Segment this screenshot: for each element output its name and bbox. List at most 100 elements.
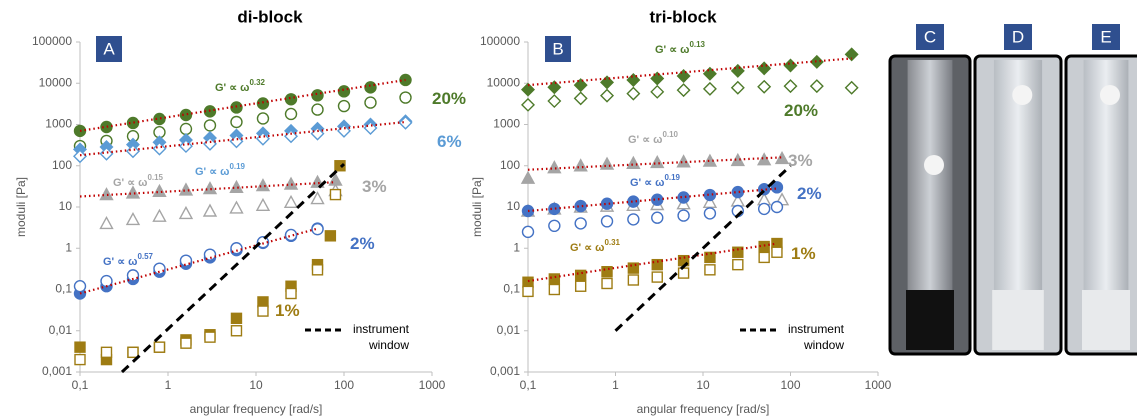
photo-label-box — [1092, 24, 1120, 50]
x-tick-label: 1 — [612, 378, 619, 392]
marker — [179, 122, 193, 136]
y-tick-label: 0,001 — [42, 364, 72, 378]
marker — [757, 79, 772, 94]
marker — [256, 97, 270, 110]
marker — [703, 188, 717, 202]
cap — [906, 290, 954, 350]
marker — [284, 228, 298, 242]
x-tick-label: 10 — [696, 378, 710, 392]
marker — [283, 194, 299, 208]
y-tick-label: 0,01 — [497, 323, 521, 337]
y-tick-label: 10000 — [487, 75, 521, 89]
marker — [574, 217, 587, 230]
annotation-text: G' ∝ ω — [103, 256, 137, 268]
marker — [125, 144, 140, 159]
x-axis-label: angular frequency [rad/s] — [190, 402, 323, 416]
marker — [757, 202, 771, 216]
legend: instrument window — [353, 322, 409, 352]
marker — [650, 71, 665, 86]
panel-box — [96, 36, 122, 62]
y-tick-label: 1000 — [493, 117, 520, 131]
marker — [626, 86, 641, 101]
marker — [284, 93, 298, 106]
marker — [229, 200, 244, 214]
annotation-text: G' ∝ ω — [215, 82, 249, 94]
annotation: G' ∝ ω0.15 — [113, 173, 164, 189]
marker — [255, 197, 271, 211]
y-axis-label: moduli [Pa] — [14, 177, 28, 237]
annotation: 3% — [362, 177, 387, 196]
marker — [702, 153, 718, 167]
marker — [329, 188, 342, 201]
annotation-text: 3% — [362, 177, 387, 196]
marker — [230, 115, 243, 129]
y-tick-label: 10 — [507, 199, 521, 213]
marker — [520, 170, 536, 184]
marker — [285, 287, 297, 300]
photo-label-box — [1004, 24, 1032, 50]
annotation-text: G' ∝ ω — [655, 44, 689, 56]
marker — [774, 151, 790, 165]
annotation: G' ∝ ω0.57 — [103, 252, 154, 268]
marker — [179, 108, 193, 122]
marker — [573, 91, 588, 106]
marker — [547, 80, 562, 95]
marker — [521, 82, 535, 97]
marker — [73, 149, 87, 164]
marker — [676, 68, 691, 83]
photo-label: D — [1012, 27, 1024, 46]
marker — [651, 211, 664, 224]
marker — [730, 63, 745, 78]
marker — [704, 251, 716, 264]
marker — [627, 262, 640, 274]
marker — [230, 325, 243, 337]
annotation-exponent: 0.13 — [689, 40, 705, 49]
marker — [730, 152, 745, 167]
bubble — [1100, 85, 1120, 105]
y-tick-label: 1 — [65, 240, 72, 254]
marker — [153, 112, 166, 126]
marker — [844, 47, 859, 62]
marker — [627, 274, 640, 286]
annotation-exponent: 0.19 — [229, 162, 245, 171]
marker — [627, 213, 640, 226]
y-tick-label: 100000 — [32, 34, 72, 48]
marker — [651, 271, 663, 283]
annotation-text: 2% — [350, 234, 375, 253]
marker — [521, 97, 535, 112]
annotation-text: 2% — [797, 184, 822, 203]
annotation: G' ∝ ω0.19 — [630, 173, 681, 189]
marker — [178, 139, 193, 154]
panel-box — [545, 36, 571, 62]
marker — [704, 264, 716, 276]
marker — [203, 248, 217, 261]
annotation: G' ∝ ω0.13 — [655, 40, 706, 56]
marker — [152, 183, 167, 198]
cap — [1082, 290, 1130, 350]
marker — [600, 215, 614, 228]
annotation-text: 20% — [784, 101, 818, 120]
marker — [521, 225, 535, 239]
fit-line — [527, 187, 778, 213]
marker — [203, 119, 217, 132]
marker — [311, 89, 324, 102]
marker — [73, 280, 87, 293]
marker — [125, 185, 141, 199]
marker — [256, 236, 270, 249]
marker — [99, 215, 114, 230]
cap — [992, 290, 1044, 350]
fit-line — [527, 156, 783, 171]
photo-label: E — [1100, 27, 1111, 46]
marker — [756, 152, 772, 166]
marker — [770, 200, 784, 214]
marker — [809, 79, 824, 94]
annotation-text: 1% — [275, 301, 300, 320]
marker — [757, 61, 772, 76]
y-tick-label: 0,1 — [503, 282, 520, 296]
panel-label: B — [552, 39, 563, 58]
y-tick-label: 100000 — [480, 34, 520, 48]
y-tick-label: 100 — [52, 158, 72, 172]
y-tick-label: 10000 — [39, 75, 73, 89]
marker — [364, 96, 377, 109]
fit-line — [79, 120, 406, 157]
